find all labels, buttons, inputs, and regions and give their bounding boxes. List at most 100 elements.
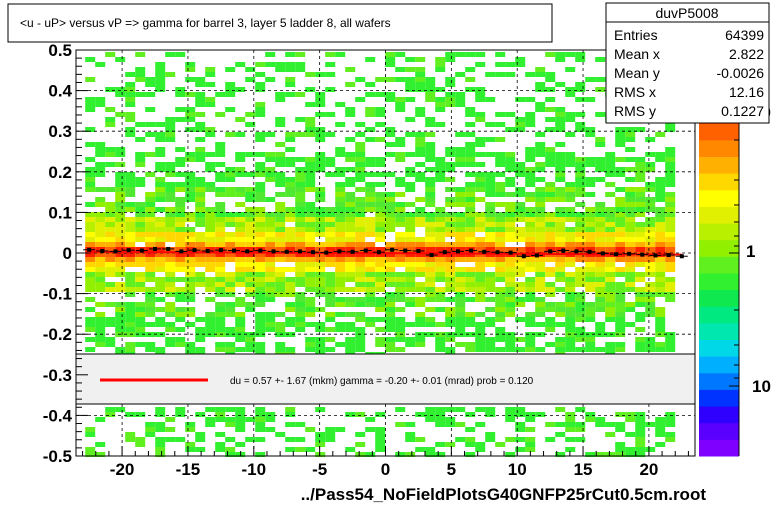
heatmap-cell [615,267,626,272]
heatmap-cell [505,272,516,277]
heatmap-cell [395,242,406,247]
heatmap-cell [495,52,506,57]
heatmap-cell [665,147,676,152]
heatmap-cell [355,222,366,227]
heatmap-cell [315,227,326,232]
heatmap-cell [485,242,496,247]
heatmap-cell [505,207,516,212]
heatmap-cell [435,97,446,102]
heatmap-cell [585,262,596,267]
heatmap-cell [395,182,406,187]
heatmap-cell [115,307,126,312]
heatmap-cell [655,212,666,217]
heatmap-cell [625,262,636,267]
profile-point [469,248,474,253]
heatmap-cell [495,332,506,337]
heatmap-cell [295,242,306,247]
heatmap-cell [295,262,306,267]
heatmap-cell [585,132,596,137]
heatmap-cell [185,422,196,427]
heatmap-cell [145,82,156,87]
heatmap-cell [125,207,136,212]
heatmap-cell [645,267,656,272]
heatmap-cell [615,257,626,262]
heatmap-cell [355,157,366,162]
heatmap-cell [205,167,216,172]
heatmap-cell [125,342,136,347]
heatmap-cell [95,312,106,317]
heatmap-cell [125,172,136,177]
title-box-frame [7,3,553,43]
heatmap-cell [415,82,426,87]
heatmap-cell [665,182,676,187]
heatmap-cell [655,432,666,437]
heatmap-cell [595,162,606,167]
profile-point [548,249,553,254]
heatmap-cell [305,167,316,172]
heatmap-cell [525,427,536,432]
profile-point [679,254,684,259]
heatmap-cell [145,257,156,262]
heatmap-cell [475,182,486,187]
heatmap-cell [225,452,236,457]
heatmap-cell [605,347,616,352]
heatmap-cell [515,57,526,62]
heatmap-cell [275,282,286,287]
heatmap-cell [445,307,456,312]
heatmap-cell [515,232,526,237]
heatmap-cell [545,152,556,157]
heatmap-cell [335,212,346,217]
heatmap-cell [425,282,436,287]
heatmap-cell [515,447,526,452]
heatmap-cell [305,302,316,307]
heatmap-cell [185,312,196,317]
heatmap-cell [635,257,646,262]
heatmap-cell [355,217,366,222]
heatmap-cell [555,302,566,307]
heatmap-cell [545,422,556,427]
heatmap-cell [185,62,196,67]
heatmap-cell [665,212,676,217]
heatmap-cell [425,452,436,457]
profile-point [363,248,368,253]
heatmap-cell [105,52,116,57]
heatmap-cell [85,187,96,192]
heatmap-cell [625,267,636,272]
heatmap-cell [255,187,266,192]
heatmap-cell [605,282,616,287]
heatmap-cell [505,292,516,297]
profile-point [350,249,355,254]
heatmap-cell [185,92,196,97]
heatmap-cell [525,167,536,172]
heatmap-cell [605,432,616,437]
heatmap-cell [615,447,626,452]
heatmap-cell [305,237,316,242]
heatmap-cell [555,197,566,202]
heatmap-cell [145,227,156,232]
heatmap-cell [365,292,376,297]
heatmap-cell [245,222,256,227]
heatmap-cell [495,257,506,262]
heatmap-cell [135,157,146,162]
heatmap-cell [445,287,456,292]
heatmap-cell [105,232,116,237]
heatmap-cell [345,297,356,302]
heatmap-cell [445,267,456,272]
heatmap-cell [315,307,326,312]
heatmap-cell [475,162,486,167]
heatmap-cell [645,272,656,277]
colorbar-segment [699,406,739,424]
heatmap-cell [285,212,296,217]
heatmap-cell [465,152,476,157]
heatmap-cell [575,182,586,187]
heatmap-cell [265,237,276,242]
heatmap-cell [85,277,96,282]
heatmap-cell [235,427,246,432]
heatmap-cell [375,297,386,302]
profile-point [139,248,144,253]
heatmap-cell [555,242,566,247]
heatmap-cell [145,132,156,137]
heatmap-cell [185,157,196,162]
heatmap-cell [545,287,556,292]
heatmap-cell [615,187,626,192]
